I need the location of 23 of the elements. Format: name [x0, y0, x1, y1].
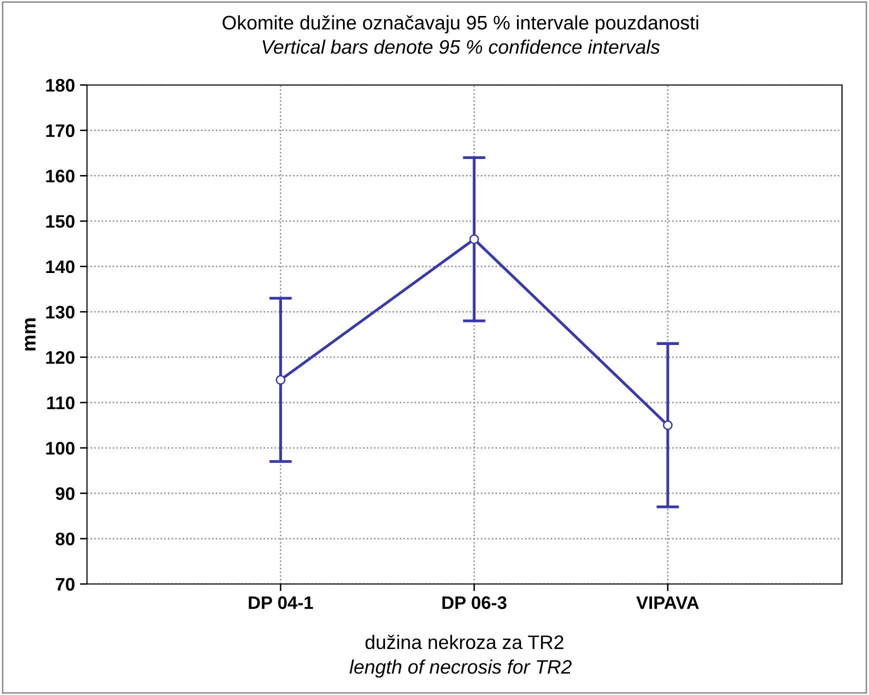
- y-tick-label: 110: [47, 396, 74, 410]
- x-tick-label: DP 06-3: [442, 596, 506, 610]
- y-tick-label: 180: [46, 78, 74, 92]
- y-tick-label: 80: [56, 532, 74, 546]
- chart-subtitle: Vertical bars denote 95 % confidence intervals: [262, 40, 660, 54]
- x-tick-label: DP 04-1: [248, 596, 314, 610]
- point: [662, 420, 673, 430]
- text: length of necrosis for TR2: [350, 660, 572, 678]
- x-tick-label: VIPAVA: [636, 596, 699, 609]
- y-tick-label: 140: [46, 260, 74, 274]
- y-tick-label: 100: [46, 442, 74, 455]
- y-tick-label: 130: [46, 306, 74, 319]
- y-tick-label: 170: [46, 124, 74, 138]
- y-axis-title: mm: [25, 318, 36, 351]
- y-tick-label: 150: [46, 215, 74, 228]
- y-tick-label: 160: [46, 170, 74, 182]
- y-tick-label: 120: [46, 351, 74, 364]
- chart-title: Okomite dužine označavaju 95 % intervale pouzdanosti: [222, 15, 698, 34]
- y-tick-label: 90: [56, 487, 74, 500]
- point: [469, 234, 480, 244]
- x-axis-title: dužina nekroza za TR2: [366, 634, 564, 650]
- point: [276, 375, 286, 385]
- y-tick-label: 70: [56, 578, 74, 591]
